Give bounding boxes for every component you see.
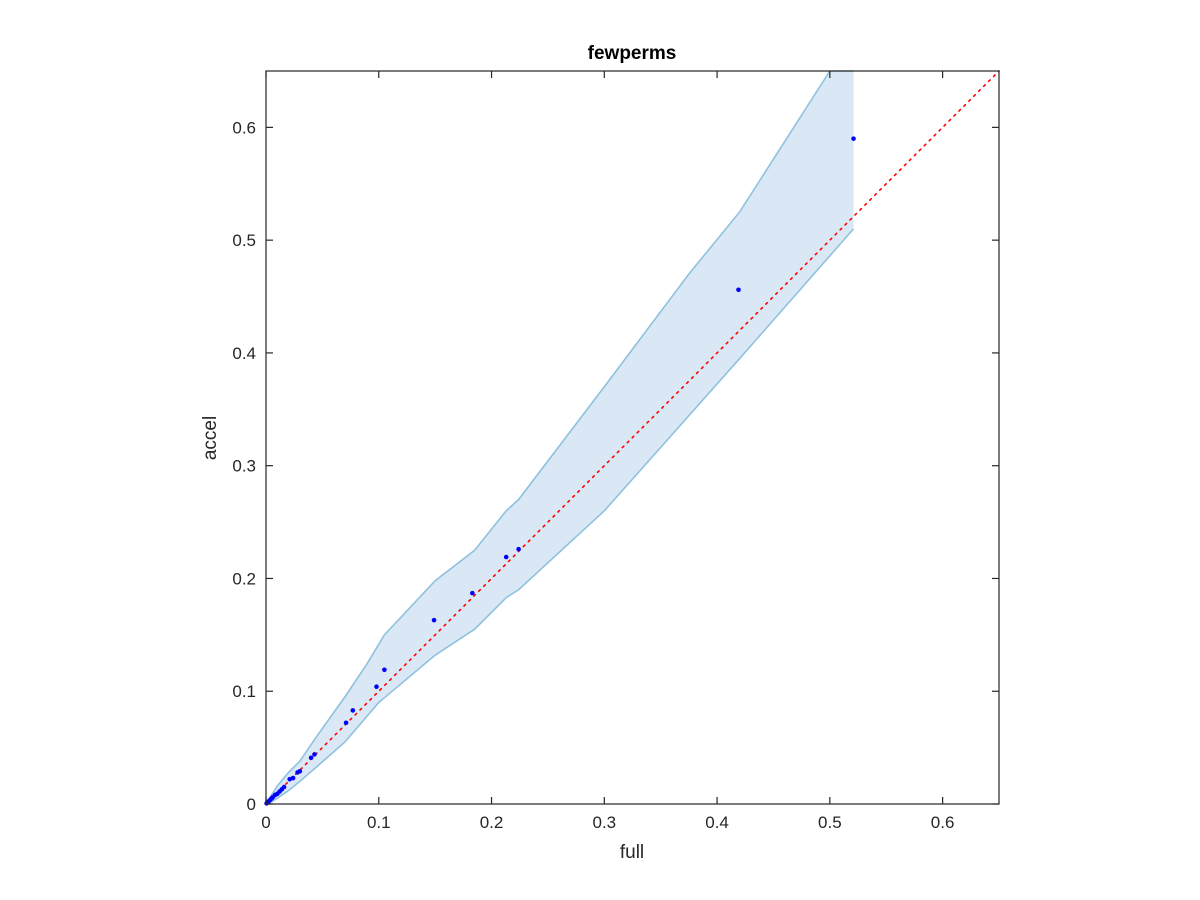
data-point — [312, 752, 317, 757]
data-point — [281, 784, 287, 790]
x-tick-label: 0.2 — [480, 813, 504, 832]
x-tick-label: 0.3 — [592, 813, 616, 832]
data-point — [431, 617, 437, 623]
x-tick-label: 0 — [261, 813, 270, 832]
x-tick-label: 0.6 — [931, 813, 955, 832]
band-upper-edge — [265, 70, 854, 805]
y-tick-label: 0.3 — [232, 457, 256, 476]
ticks-layer: 0 0.1 0.2 0.3 0.4 0.5 0.6 0 0.1 0.2 0.3 0.4 0.5 0.6 — [232, 71, 999, 832]
data-point — [350, 708, 356, 713]
reference-line-layer — [265, 70, 1000, 805]
y-tick-label: 0.2 — [232, 569, 256, 588]
y-tick-label: 0.6 — [232, 118, 256, 137]
data-point — [851, 136, 856, 141]
y-tick-label: 0.4 — [232, 344, 256, 363]
chart-title: fewperms — [588, 43, 677, 64]
data-point — [374, 684, 379, 690]
data-point — [736, 287, 741, 293]
data-point — [503, 554, 509, 560]
data-point — [470, 590, 475, 596]
x-tick-label: 0.4 — [705, 813, 729, 832]
data-point — [308, 755, 314, 761]
confidence-band-layer — [265, 70, 855, 805]
confidence-band-area — [266, 71, 854, 804]
y-tick-label: 0 — [247, 795, 256, 814]
data-point — [516, 546, 521, 552]
data-point — [382, 667, 387, 673]
axes-box — [265, 70, 1000, 805]
x-axis-label: full — [620, 842, 644, 863]
data-point — [297, 768, 303, 774]
y-tick-label: 0.5 — [232, 231, 256, 250]
reference-line — [265, 70, 1000, 805]
band-lower-edge — [265, 228, 855, 805]
data-point — [343, 720, 349, 726]
data-point — [290, 775, 296, 781]
y-tick-label: 0.1 — [232, 682, 256, 701]
x-tick-label: 0.5 — [818, 813, 842, 832]
y-axis-label: accel — [200, 416, 221, 460]
x-tick-label: 0.1 — [367, 813, 391, 832]
